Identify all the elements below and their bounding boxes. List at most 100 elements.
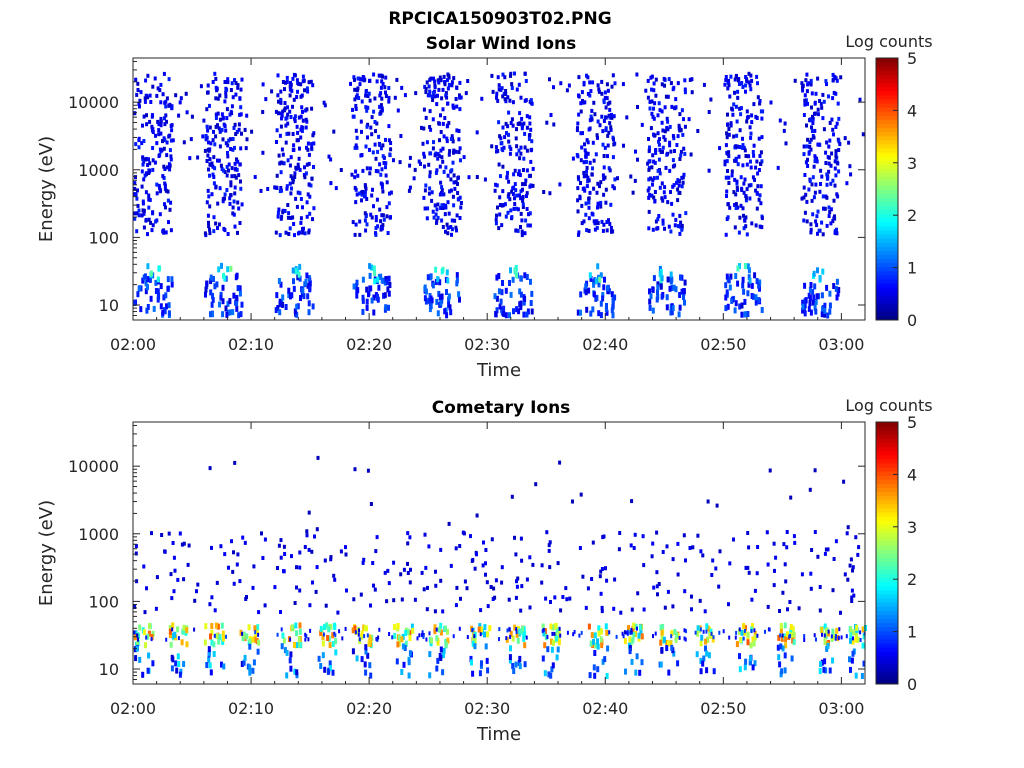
- heatmap-cell: [354, 143, 358, 148]
- heatmap-cell: [827, 629, 830, 634]
- heatmap-cell: [656, 131, 660, 136]
- heatmap-cell: [216, 226, 219, 230]
- heatmap-cell: [831, 628, 835, 635]
- heatmap-cell: [434, 212, 438, 217]
- heatmap-cell: [653, 199, 657, 204]
- colorbar-segment: [876, 450, 898, 456]
- heatmap-cell: [520, 229, 524, 234]
- heatmap-cell: [548, 191, 552, 196]
- heatmap-cell: [279, 111, 283, 116]
- heatmap-cell: [434, 266, 438, 273]
- heatmap-cell: [424, 115, 428, 120]
- heatmap-cell: [735, 133, 739, 138]
- heatmap-cell: [594, 277, 598, 284]
- heatmap-cell: [266, 187, 270, 191]
- heatmap-cell: [804, 160, 808, 165]
- heatmap-cell: [825, 182, 829, 187]
- heatmap-cell: [592, 638, 595, 645]
- heatmap-cell: [409, 567, 412, 572]
- heatmap-cell: [504, 214, 508, 219]
- heatmap-cell: [656, 289, 659, 296]
- heatmap-cell: [146, 95, 150, 100]
- heatmap-cell: [446, 86, 450, 91]
- heatmap-cell: [384, 94, 388, 99]
- heatmap-cell: [646, 161, 650, 166]
- heatmap-cell: [322, 100, 326, 105]
- heatmap-cell: [658, 271, 662, 278]
- heatmap-cell: [734, 206, 738, 210]
- heatmap-cell: [444, 91, 448, 96]
- heatmap-cell: [215, 580, 219, 585]
- heatmap-cell: [281, 80, 285, 84]
- heatmap-cell: [658, 108, 662, 113]
- heatmap-cell: [629, 630, 632, 635]
- heatmap-cell: [712, 668, 716, 675]
- heatmap-cell: [400, 636, 404, 643]
- heatmap-cell: [809, 147, 813, 152]
- heatmap-cell: [659, 149, 663, 154]
- heatmap-cell: [279, 89, 283, 94]
- heatmap-cell: [710, 631, 713, 636]
- heatmap-cell: [804, 192, 808, 197]
- heatmap-cell: [451, 103, 455, 108]
- heatmap-cell: [282, 544, 286, 549]
- heatmap-cell: [231, 569, 235, 574]
- heatmap-cell: [577, 75, 581, 80]
- heatmap-cell: [380, 96, 384, 101]
- heatmap-cell: [319, 630, 323, 636]
- heatmap-cell: [513, 535, 516, 540]
- heatmap-cell: [509, 147, 513, 151]
- heatmap-cell: [734, 273, 738, 279]
- heatmap-cell: [169, 572, 173, 577]
- heatmap-cell: [590, 108, 594, 113]
- heatmap-cell: [376, 276, 380, 283]
- heatmap-cell: [421, 630, 424, 635]
- heatmap-cell: [170, 128, 174, 133]
- heatmap-cell: [814, 219, 818, 224]
- heatmap-cell: [231, 137, 235, 141]
- heatmap-cell: [300, 105, 304, 110]
- heatmap-cell: [531, 562, 535, 567]
- heatmap-cell: [214, 124, 218, 129]
- heatmap-cell: [144, 190, 148, 195]
- heatmap-cell: [276, 305, 280, 311]
- heatmap-cell: [449, 137, 453, 141]
- heatmap-cell: [355, 93, 359, 98]
- heatmap-cell: [145, 113, 148, 118]
- heatmap-cell: [433, 203, 437, 208]
- heatmap-cell: [559, 633, 562, 638]
- heatmap-cell: [784, 642, 788, 649]
- heatmap-cell: [217, 158, 221, 163]
- heatmap-cell: [432, 140, 435, 145]
- heatmap-cell: [441, 192, 444, 197]
- heatmap-cell: [653, 101, 657, 106]
- heatmap-cell: [242, 659, 246, 666]
- heatmap-cell: [559, 81, 563, 86]
- heatmap-cell: [508, 657, 512, 664]
- heatmap-cell: [333, 577, 337, 582]
- heatmap-cell: [257, 632, 260, 637]
- heatmap-cell: [755, 206, 759, 211]
- heatmap-cell: [229, 88, 233, 92]
- heatmap-cell: [655, 570, 659, 575]
- heatmap-cell: [401, 643, 405, 650]
- heatmap-cell: [606, 88, 610, 93]
- heatmap-cell: [741, 146, 745, 150]
- heatmap-cell: [169, 154, 173, 159]
- heatmap-cell: [161, 174, 165, 179]
- heatmap-cell: [548, 77, 551, 82]
- heatmap-cell: [597, 89, 601, 94]
- heatmap-cell: [717, 584, 721, 589]
- heatmap-cell: [165, 140, 169, 145]
- heatmap-cell: [833, 230, 837, 235]
- heatmap-cell: [324, 603, 328, 608]
- heatmap-cell: [498, 637, 500, 642]
- heatmap-cell: [427, 93, 431, 98]
- heatmap-cell: [383, 292, 387, 299]
- heatmap-cell: [680, 184, 684, 189]
- colorbar-segment: [876, 189, 898, 194]
- heatmap-cell: [733, 225, 737, 230]
- heatmap-cell: [295, 78, 299, 83]
- heatmap-cell: [392, 560, 396, 565]
- heatmap-cell: [508, 627, 511, 632]
